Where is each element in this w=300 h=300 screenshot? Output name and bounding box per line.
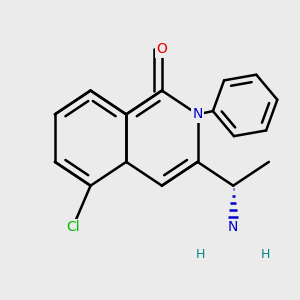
Text: N: N	[192, 107, 203, 121]
Text: Cl: Cl	[66, 220, 80, 234]
Text: H: H	[196, 248, 205, 260]
Text: H: H	[261, 248, 271, 260]
Text: O: O	[157, 42, 167, 56]
Text: N: N	[228, 220, 238, 234]
